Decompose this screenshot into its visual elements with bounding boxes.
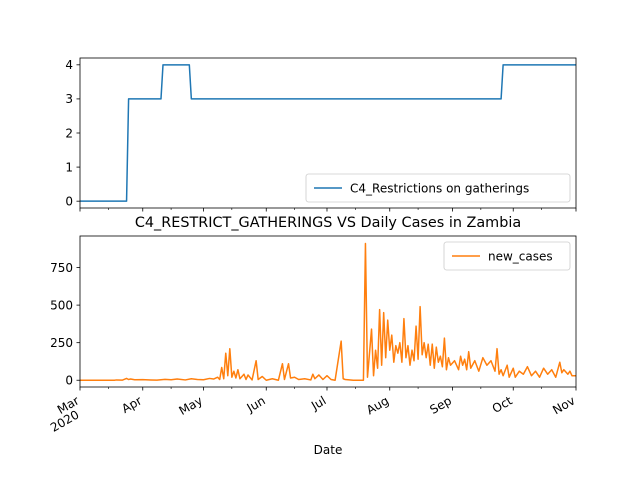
y-tick-label: 750 [50, 261, 73, 275]
y-tick-label: 1 [65, 160, 73, 174]
legend-label: new_cases [488, 249, 553, 263]
x-tick-label: Jul [308, 393, 328, 413]
legend-box [305, 173, 571, 203]
y-tick-label: 250 [50, 336, 73, 350]
series-line [80, 64, 576, 202]
chart-title: C4_RESTRICT_GATHERINGS VS Daily Cases in… [135, 215, 521, 231]
series-line [80, 242, 576, 381]
y-tick-label: 4 [65, 58, 73, 72]
y-tick-label: 500 [50, 298, 73, 312]
x-axis-label: Date [314, 443, 343, 457]
y-tick-label: 0 [65, 194, 73, 208]
y-tick-label: 0 [65, 374, 73, 388]
legend: C4_Restrictions on gatherings [305, 173, 571, 203]
legend-label: C4_Restrictions on gatherings [350, 181, 529, 195]
axes-frame [79, 235, 577, 388]
legend-box [443, 241, 571, 271]
axes-frame [79, 57, 577, 209]
y-tick-label: 3 [65, 92, 73, 106]
legend: new_cases [443, 241, 571, 271]
top-axes: 0 1 2 3 4 C4_Restrictions on gatherings [65, 57, 577, 212]
y-tick-label: 2 [65, 126, 73, 140]
